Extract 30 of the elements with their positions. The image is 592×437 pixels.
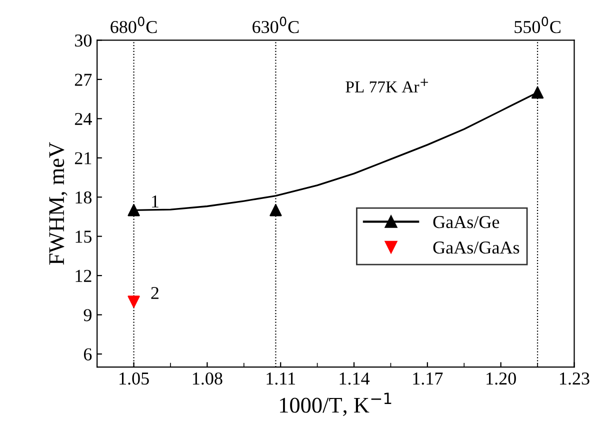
x-axis-title: 1000/T, K$^{−1}$: [280, 392, 392, 416]
point: [531, 86, 544, 99]
annotation: PL 77K Ar$^{+}$: [346, 78, 428, 92]
point: [128, 204, 140, 216]
y-tick-label: 27: [74, 74, 92, 86]
x-tick-label: 1.23: [560, 372, 590, 385]
ref-line-label: 630$^{0}$C: [252, 16, 299, 34]
ref-line-label: 550$^{0}$C: [514, 16, 560, 34]
y-axis-title: FWHM, meV: [49, 142, 68, 265]
x-tick-label: 1.11: [266, 372, 295, 385]
legend-label: GaAs/GaAs: [433, 242, 520, 254]
y-tick-label: 15: [76, 230, 92, 243]
y-tick-label: 30: [75, 34, 92, 47]
annotation: 2: [151, 286, 158, 299]
y-tick-label: 9: [84, 309, 92, 322]
point: [270, 204, 282, 216]
y-tick-label: 21: [74, 152, 92, 164]
y-tick-label: 18: [76, 191, 92, 204]
y-tick-label: 12: [76, 270, 92, 282]
ref-line-label: 680$^{0}$C: [110, 16, 157, 34]
x-tick-label: 1.14: [340, 372, 370, 385]
x-tick-label: 1.20: [486, 372, 516, 385]
x-tick-label: 1.08: [192, 372, 222, 385]
x-tick-label: 1.17: [413, 372, 443, 385]
y-tick-label: 6: [84, 348, 92, 360]
x-tick-label: 1.05: [120, 372, 149, 385]
point: [128, 296, 140, 308]
legend-label: GaAs/Ge: [433, 216, 500, 228]
y-tick-label: 24: [74, 112, 92, 125]
annotation: 1: [152, 195, 158, 208]
